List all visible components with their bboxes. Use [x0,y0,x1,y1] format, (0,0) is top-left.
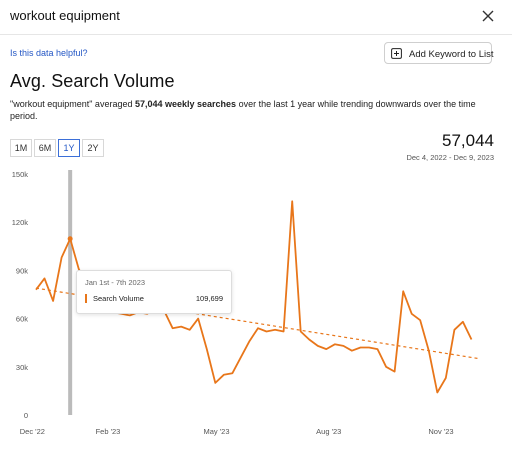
chart-tooltip: Jan 1st - 7th 2023 Search Volume 109,699 [76,270,232,314]
hover-point [67,236,73,242]
description-prefix: "workout equipment" averaged [10,99,135,109]
close-icon[interactable] [480,8,496,24]
section-title: Avg. Search Volume [10,71,175,91]
description-highlight: 57,044 weekly searches [134,99,237,109]
summary-date-range: Dec 4, 2022 - Dec 9, 2023 [406,153,494,162]
y-tick-label: 90k [16,266,28,275]
x-tick-label: May '23 [204,427,230,436]
description-suffix: over the last 1 year while trending down… [10,99,476,121]
y-tick-label: 150k [12,170,29,179]
tooltip-date: Jan 1st - 7th 2023 [85,278,146,287]
x-axis: Dec '22 Feb '23 May '23 Aug '23 Nov '23 [20,427,454,436]
x-tick-label: Aug '23 [316,427,341,436]
add-keyword-label: Add Keyword to List [409,49,494,60]
x-tick-label: Nov '23 [428,427,453,436]
tooltip-series-label: Search Volume [93,294,144,303]
x-tick-label: Dec '22 [20,427,45,436]
plus-box-icon [391,48,402,59]
tooltip-series-swatch [85,294,87,303]
y-axis: 0 30k 60k 90k 120k 150k [12,170,29,420]
x-tick-label: Feb '23 [96,427,121,436]
description: "workout equipment" averaged 57,044 week… [10,98,500,122]
range-2y-button[interactable]: 2Y [82,139,104,157]
add-keyword-button[interactable]: Add Keyword to List [384,42,494,64]
data-helpful-link[interactable]: Is this data helpful? [10,48,88,58]
tooltip-value: 109,699 [195,294,223,303]
range-1m-button[interactable]: 1M [10,139,32,157]
y-tick-label: 30k [16,363,28,372]
y-tick-label: 120k [12,218,29,227]
summary-value: 57,044 [442,131,494,150]
keyword-title: workout equipment [10,8,120,23]
range-6m-button[interactable]: 6M [34,139,56,157]
y-tick-label: 0 [24,411,28,420]
y-tick-label: 60k [16,315,28,324]
range-1y-button[interactable]: 1Y [58,139,80,157]
panel-header: workout equipment [0,0,512,35]
